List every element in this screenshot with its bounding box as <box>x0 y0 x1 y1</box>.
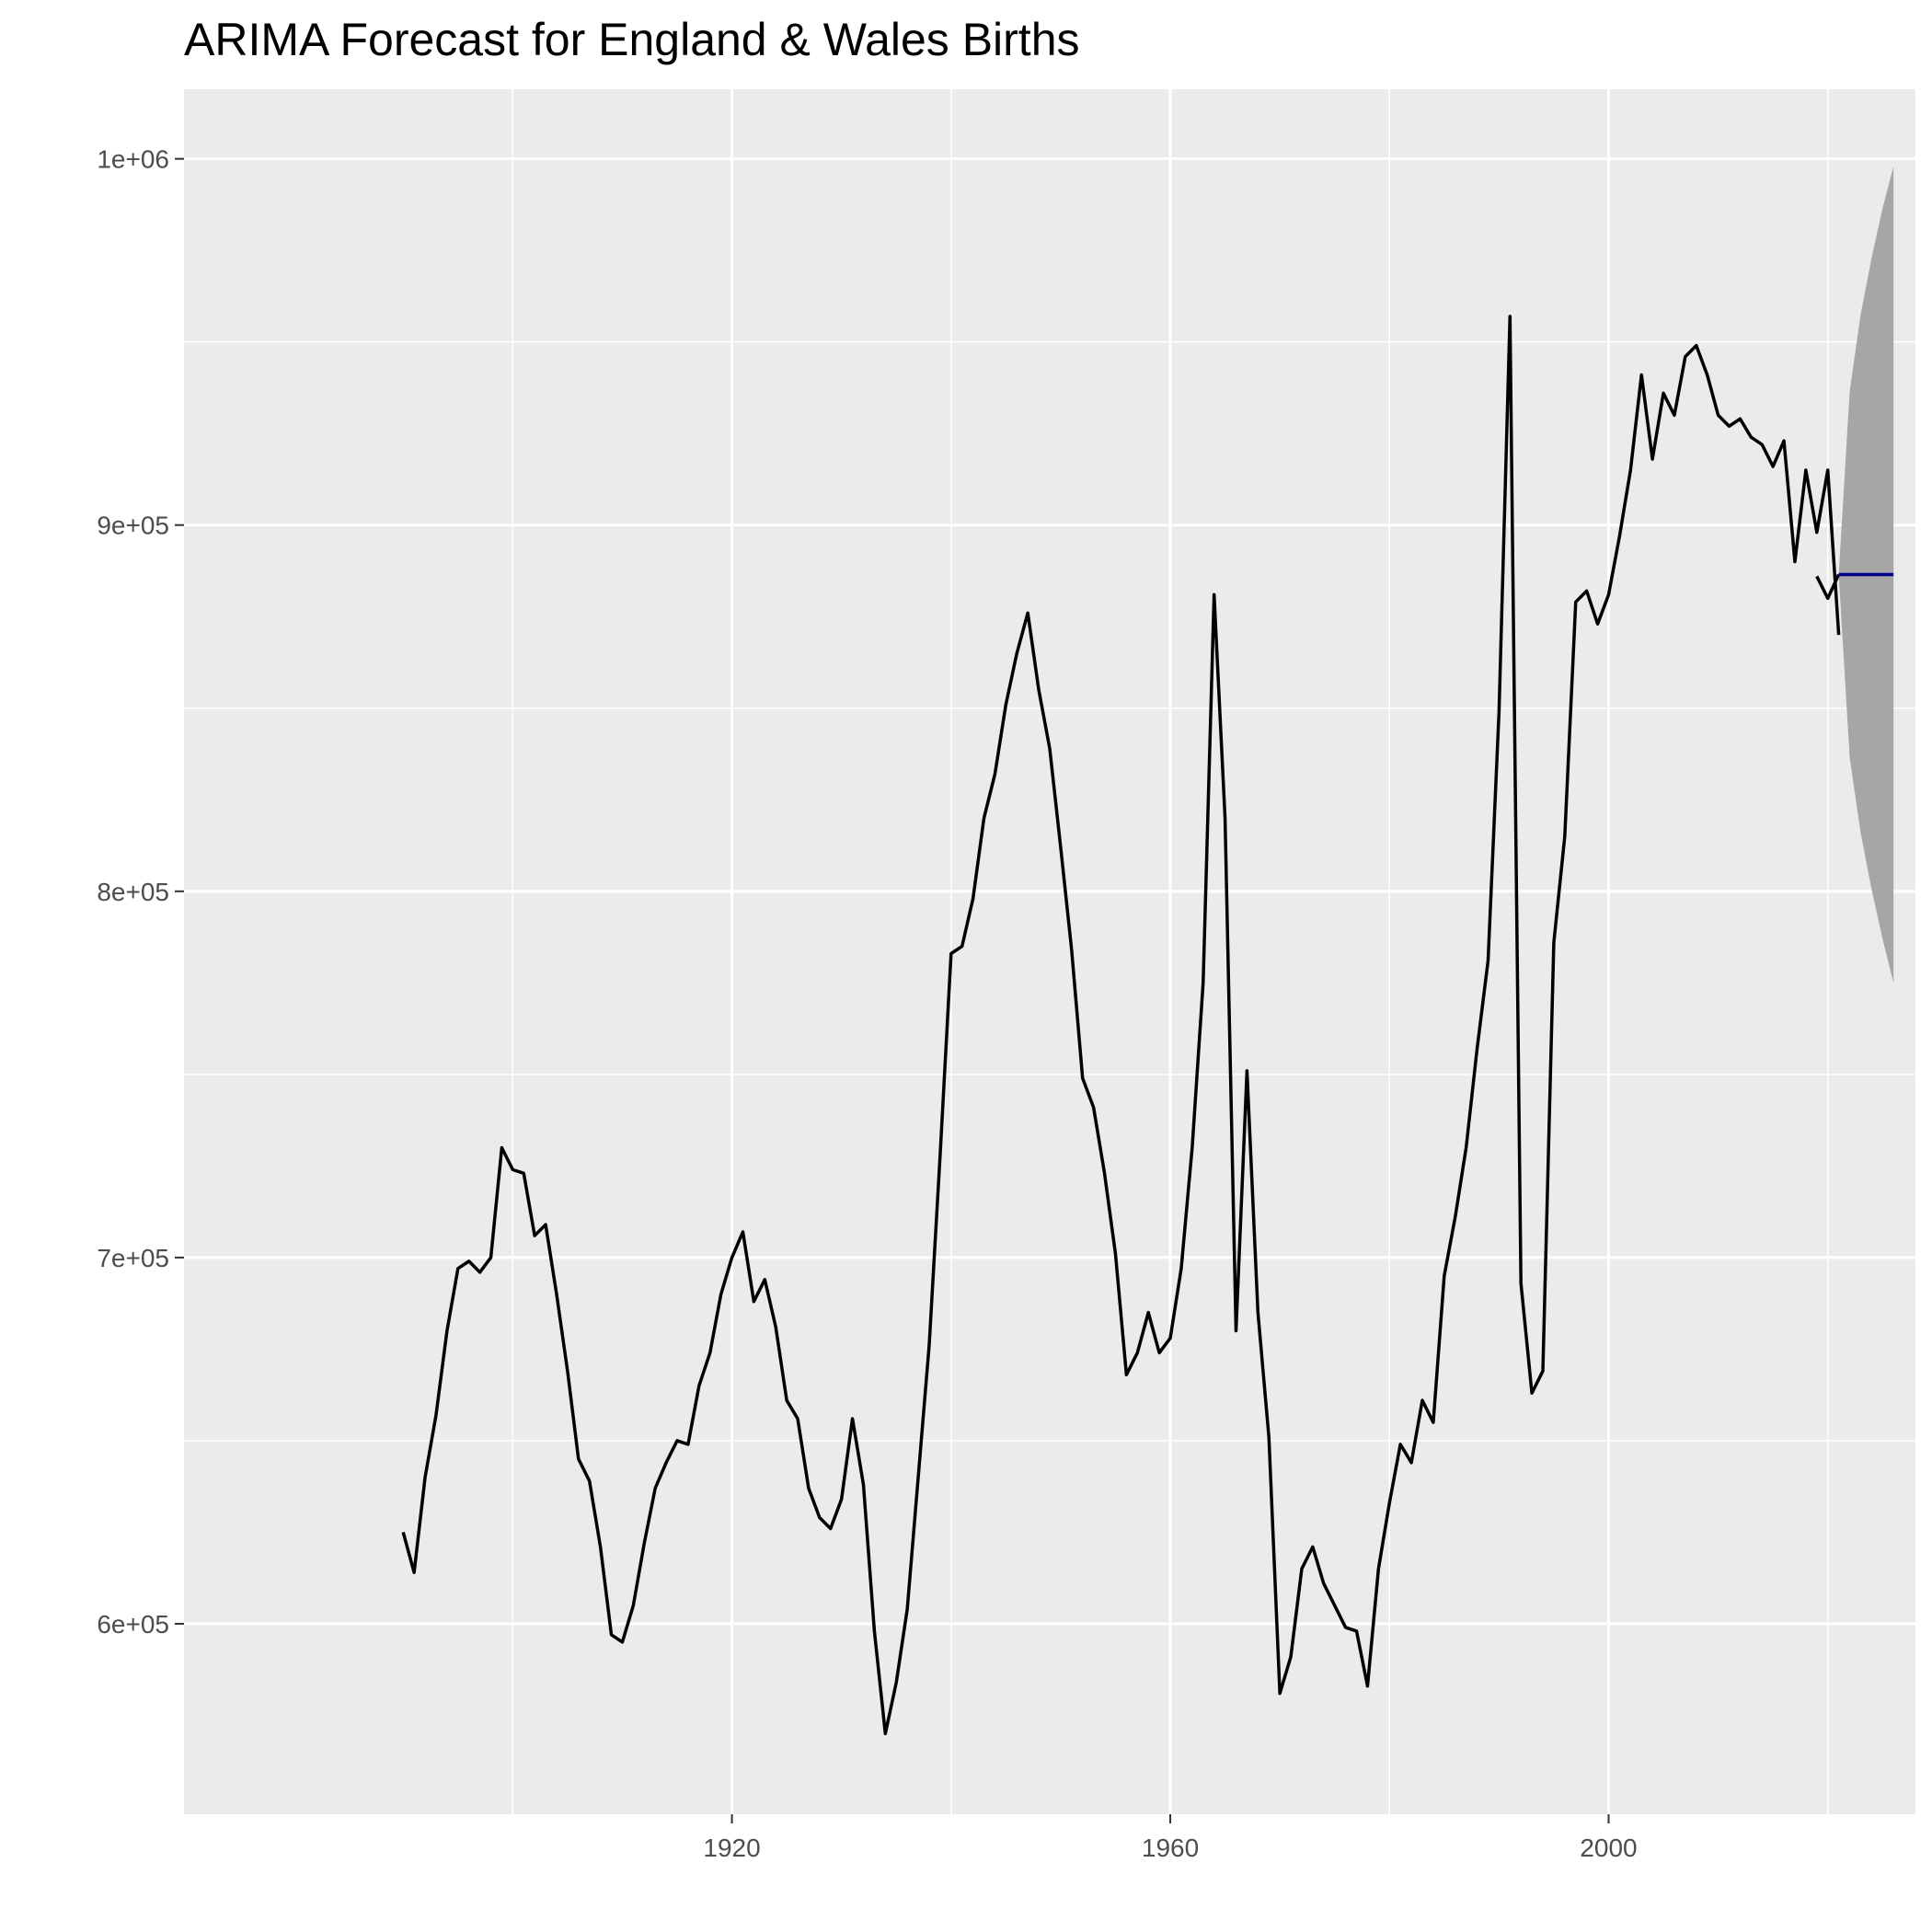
x-tick-label-1: 1960 <box>1142 1834 1199 1862</box>
x-tick-label-2: 2000 <box>1580 1834 1637 1862</box>
y-tick-label-1: 7e+05 <box>97 1244 169 1272</box>
series-layer <box>401 315 1841 1736</box>
x-axis: 1920 1960 2000 <box>703 1814 1638 1862</box>
series-tail-line-0 <box>1815 573 1841 601</box>
x-tick-label-0: 1920 <box>703 1834 760 1862</box>
y-tick-label-2: 8e+05 <box>97 878 169 906</box>
y-tick-label-4: 1e+06 <box>97 145 169 174</box>
chart-title: ARIMA Forecast for England & Wales Birth… <box>184 14 1080 65</box>
plot-panel <box>184 89 1915 1814</box>
y-tick-label-3: 9e+05 <box>97 512 169 540</box>
y-tick-label-0: 6e+05 <box>97 1610 169 1639</box>
series-line-0 <box>401 315 1841 1736</box>
y-axis: 6e+05 7e+05 8e+05 9e+05 1e+06 <box>97 145 184 1639</box>
